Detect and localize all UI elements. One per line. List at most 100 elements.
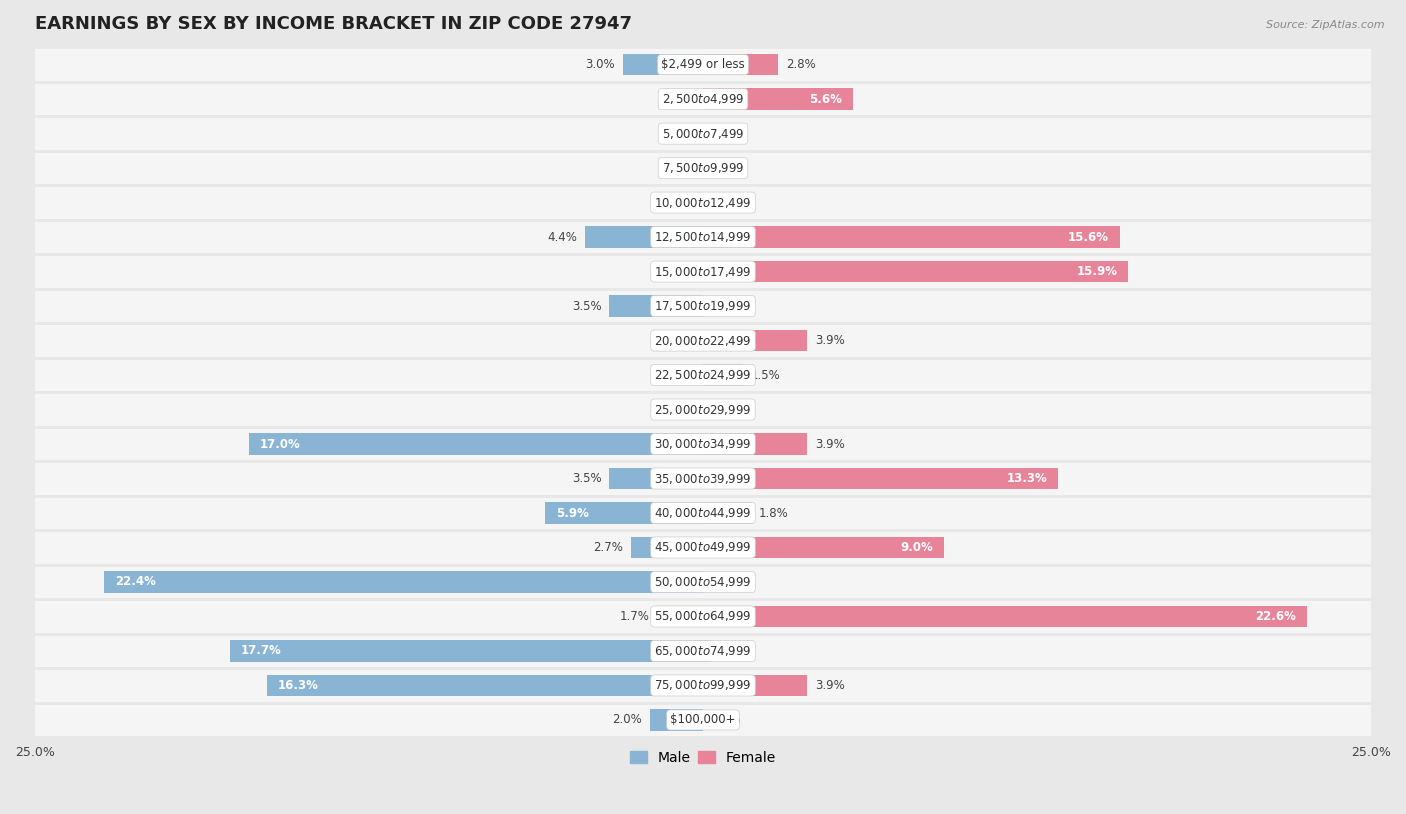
Text: 1.7%: 1.7% [620, 610, 650, 623]
Bar [35, 392, 1371, 427]
Text: 5.9%: 5.9% [555, 506, 589, 519]
Text: $75,000 to $99,999: $75,000 to $99,999 [654, 678, 752, 693]
Text: 2.0%: 2.0% [612, 713, 641, 726]
Text: 0.0%: 0.0% [711, 196, 741, 209]
Text: 0.0%: 0.0% [665, 369, 695, 382]
Bar [703, 330, 807, 352]
Bar [703, 468, 1059, 489]
Text: $45,000 to $49,999: $45,000 to $49,999 [654, 540, 752, 554]
Text: 0.0%: 0.0% [665, 162, 695, 175]
Text: $2,499 or less: $2,499 or less [661, 58, 745, 71]
Text: $17,500 to $19,999: $17,500 to $19,999 [654, 299, 752, 313]
Text: EARNINGS BY SEX BY INCOME BRACKET IN ZIP CODE 27947: EARNINGS BY SEX BY INCOME BRACKET IN ZIP… [35, 15, 631, 33]
Text: 1.5%: 1.5% [751, 369, 780, 382]
Text: $22,500 to $24,999: $22,500 to $24,999 [654, 368, 752, 382]
Bar [35, 599, 1371, 634]
Text: $35,000 to $39,999: $35,000 to $39,999 [654, 471, 752, 485]
Bar [703, 226, 1119, 247]
Text: $2,500 to $4,999: $2,500 to $4,999 [662, 92, 744, 106]
Text: 0.0%: 0.0% [665, 196, 695, 209]
Text: 3.5%: 3.5% [572, 300, 602, 313]
Bar [35, 496, 1371, 530]
Text: 3.9%: 3.9% [815, 437, 845, 450]
Text: 22.4%: 22.4% [115, 575, 156, 589]
Text: 3.5%: 3.5% [572, 472, 602, 485]
Text: 0.0%: 0.0% [711, 162, 741, 175]
Bar [703, 260, 1128, 282]
Bar [703, 606, 1308, 627]
Bar [609, 468, 703, 489]
Text: 0.0%: 0.0% [665, 265, 695, 278]
Text: 3.9%: 3.9% [815, 334, 845, 347]
Text: $50,000 to $54,999: $50,000 to $54,999 [654, 575, 752, 589]
Bar [35, 427, 1371, 462]
Text: 0.0%: 0.0% [665, 127, 695, 140]
Bar [35, 254, 1371, 289]
Text: $65,000 to $74,999: $65,000 to $74,999 [654, 644, 752, 658]
Bar [658, 606, 703, 627]
Text: 3.9%: 3.9% [815, 679, 845, 692]
Bar [35, 186, 1371, 220]
Bar [249, 433, 703, 455]
Text: $55,000 to $64,999: $55,000 to $64,999 [654, 610, 752, 624]
Bar [35, 634, 1371, 668]
Text: 4.4%: 4.4% [547, 230, 578, 243]
Bar [35, 358, 1371, 392]
Bar [35, 462, 1371, 496]
Text: 0.0%: 0.0% [665, 93, 695, 106]
Text: 0.0%: 0.0% [665, 334, 695, 347]
Text: $15,000 to $17,499: $15,000 to $17,499 [654, 265, 752, 278]
Text: 15.6%: 15.6% [1069, 230, 1109, 243]
Bar [104, 571, 703, 593]
Text: 16.3%: 16.3% [278, 679, 319, 692]
Text: 0.0%: 0.0% [711, 713, 741, 726]
Bar [35, 565, 1371, 599]
Text: $20,000 to $22,499: $20,000 to $22,499 [654, 334, 752, 348]
Bar [35, 702, 1371, 737]
Bar [231, 641, 703, 662]
Bar [546, 502, 703, 523]
Bar [35, 47, 1371, 82]
Bar [623, 54, 703, 76]
Text: 17.0%: 17.0% [259, 437, 299, 450]
Bar [35, 220, 1371, 254]
Text: 2.8%: 2.8% [786, 58, 815, 71]
Text: $12,500 to $14,999: $12,500 to $14,999 [654, 230, 752, 244]
Text: 0.0%: 0.0% [711, 403, 741, 416]
Text: 0.0%: 0.0% [711, 300, 741, 313]
Text: 2.7%: 2.7% [593, 541, 623, 554]
Text: 5.6%: 5.6% [808, 93, 842, 106]
Bar [267, 675, 703, 696]
Bar [35, 82, 1371, 116]
Text: $25,000 to $29,999: $25,000 to $29,999 [654, 403, 752, 417]
Text: 17.7%: 17.7% [240, 645, 281, 658]
Bar [35, 530, 1371, 565]
Bar [585, 226, 703, 247]
Text: $100,000+: $100,000+ [671, 713, 735, 726]
Bar [650, 709, 703, 731]
Text: 22.6%: 22.6% [1256, 610, 1296, 623]
Bar [703, 536, 943, 558]
Text: 15.9%: 15.9% [1076, 265, 1118, 278]
Text: $7,500 to $9,999: $7,500 to $9,999 [662, 161, 744, 175]
Bar [35, 323, 1371, 358]
Bar [35, 151, 1371, 186]
Bar [703, 641, 710, 662]
Text: 9.0%: 9.0% [900, 541, 932, 554]
Text: 0.26%: 0.26% [718, 645, 755, 658]
Bar [631, 536, 703, 558]
Bar [703, 433, 807, 455]
Bar [35, 289, 1371, 323]
Bar [609, 295, 703, 317]
Bar [703, 675, 807, 696]
Legend: Male, Female: Male, Female [624, 745, 782, 770]
Text: 0.0%: 0.0% [711, 127, 741, 140]
Bar [35, 116, 1371, 151]
Bar [703, 502, 751, 523]
Text: $30,000 to $34,999: $30,000 to $34,999 [654, 437, 752, 451]
Text: $5,000 to $7,499: $5,000 to $7,499 [662, 127, 744, 141]
Text: 0.0%: 0.0% [711, 575, 741, 589]
Bar [703, 54, 778, 76]
Text: 3.0%: 3.0% [585, 58, 614, 71]
Text: $40,000 to $44,999: $40,000 to $44,999 [654, 506, 752, 520]
